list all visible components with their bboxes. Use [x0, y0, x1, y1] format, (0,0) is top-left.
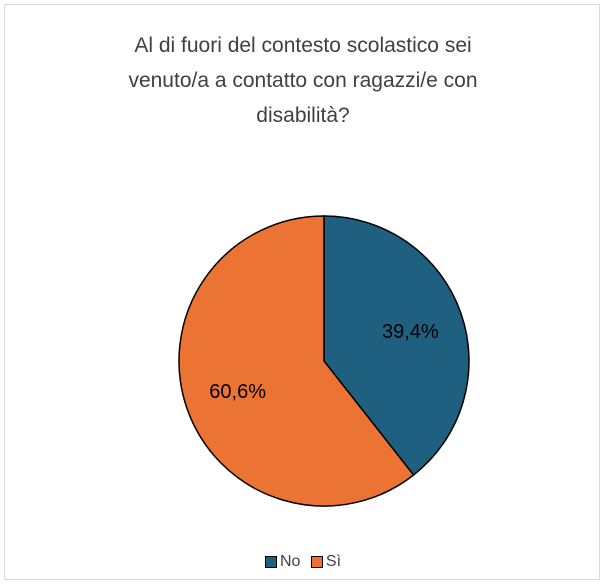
- legend-swatch-no: [264, 556, 277, 568]
- legend-item-si: Sì: [310, 553, 342, 571]
- chart-title-line-3: disabilità?: [256, 104, 350, 127]
- pie-slice-no: [323, 215, 470, 477]
- chart-title-line-1: Al di fuori del contesto scolastico sei: [134, 34, 472, 57]
- pie-slice-si: [178, 215, 415, 507]
- legend-swatch-si: [310, 556, 323, 568]
- chart-title-line-2: venuto/a a contatto con ragazzi/e con: [128, 69, 478, 92]
- legend: No Sì: [0, 553, 606, 573]
- legend-label-no: No: [279, 553, 301, 570]
- legend-item-no: No: [264, 553, 301, 571]
- data-label-no: 39,4%: [382, 321, 439, 343]
- legend-label-si: Sì: [325, 553, 342, 570]
- chart-title: Al di fuori del contesto scolastico sei …: [60, 28, 546, 133]
- data-label-si: 60,6%: [209, 381, 266, 403]
